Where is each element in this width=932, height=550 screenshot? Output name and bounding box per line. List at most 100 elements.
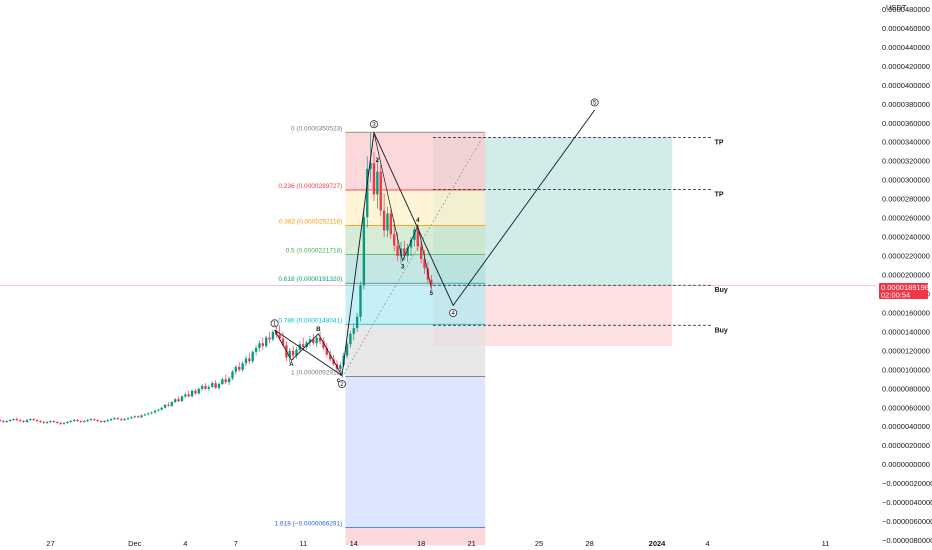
price-tick-label: −0.0000040000 <box>882 498 932 507</box>
candle-body <box>49 421 52 422</box>
fib-band-4 <box>345 283 486 325</box>
trade-levels[interactable]: TP TP Buy Buy <box>0 137 876 335</box>
abc-correction-path <box>274 329 343 376</box>
candle-body <box>62 422 66 424</box>
price-tick-label: 0.0000080000 <box>882 384 930 393</box>
candle-body <box>197 388 200 394</box>
candle-body <box>140 415 143 418</box>
fibonacci-retracement[interactable]: 0 (0.0000350523) 0.236 (0.0000289727) 0.38… <box>275 125 486 546</box>
price-tick-label: 0.0000340000 <box>882 138 930 147</box>
candle-body <box>308 339 312 343</box>
candle-body <box>66 421 69 423</box>
candle-body <box>382 210 386 231</box>
candle-body <box>89 419 93 421</box>
candle-body <box>12 419 15 421</box>
candle-body <box>291 350 295 356</box>
fib-level-label: 1.618 (−0.0000066291) <box>275 521 343 528</box>
time-tick-label: Dec <box>128 539 142 548</box>
candle-body <box>271 331 275 340</box>
candle-body <box>204 385 207 389</box>
candle-body <box>25 420 29 422</box>
candle-body <box>5 421 8 422</box>
candle-body <box>0 420 2 422</box>
candle-body <box>143 414 147 416</box>
candle-body <box>45 421 49 423</box>
candle-body <box>113 418 116 420</box>
wave-marker-label: 4 <box>451 311 455 317</box>
candle-body <box>79 421 83 422</box>
time-tick-label: 11 <box>822 539 830 548</box>
price-tick-label: 0.0000460000 <box>882 24 930 33</box>
subwave-label: 5 <box>430 291 434 297</box>
candle-body <box>42 421 45 423</box>
fib-band-6 <box>345 376 486 528</box>
candle-body <box>200 385 204 389</box>
candle-body <box>69 421 72 422</box>
time-tick-label: 18 <box>417 539 425 548</box>
candle-body <box>305 342 308 348</box>
candle-body <box>406 247 409 257</box>
price-tick-label: 0.0000480000 <box>882 5 930 14</box>
candle-body <box>349 333 352 345</box>
candle-body <box>163 404 167 408</box>
candle-body <box>184 394 187 397</box>
price-tick-label: 0.0000020000 <box>882 441 930 450</box>
candle-body <box>372 163 376 195</box>
price-tick-label: 0.0000300000 <box>882 176 930 185</box>
candle-body <box>32 419 35 421</box>
candle-body <box>295 349 298 356</box>
price-tick-label: 0.0000440000 <box>882 43 930 52</box>
last-price-tag: 0.0000189196 02:00:54 <box>879 283 929 300</box>
candle-body <box>302 344 305 348</box>
price-tick-label: 0.0000400000 <box>882 81 930 90</box>
price-tick-label: 0.0000260000 <box>882 214 930 223</box>
candle-body <box>214 383 217 388</box>
candle-body <box>393 234 396 246</box>
time-tick-label: 4 <box>183 539 187 548</box>
price-tick-label: 0.0000060000 <box>882 403 930 412</box>
time-tick-label: 27 <box>46 539 54 548</box>
fib-level-label: 0.618 (0.0000191320) <box>278 276 342 283</box>
candle-body <box>106 420 109 422</box>
candle-body <box>318 337 322 342</box>
wave-marker-label: 3 <box>372 122 376 128</box>
candle-body <box>264 337 268 347</box>
candle-body <box>261 343 264 347</box>
currency-label: USDT <box>886 3 907 12</box>
candle-body <box>15 419 19 421</box>
price-tick-label: 0.0000120000 <box>882 346 930 355</box>
candle-body <box>416 229 419 247</box>
candle-body <box>130 417 133 419</box>
price-tick-label: 0.0000320000 <box>882 157 930 166</box>
price-tick-label: 0.0000220000 <box>882 252 930 261</box>
candle-body <box>238 366 241 370</box>
candle-body <box>126 418 130 420</box>
time-tick-label: 21 <box>468 539 476 548</box>
candle-body <box>268 337 271 340</box>
candle-body <box>177 399 180 402</box>
price-tick-label: 0.0000000000 <box>882 460 930 469</box>
level-label-buy: Buy <box>715 287 728 294</box>
wave-marker-circle <box>370 120 378 129</box>
candle-body <box>187 394 190 397</box>
time-tick-label: 4 <box>705 539 709 548</box>
candle-body <box>332 359 335 365</box>
candle-body <box>352 328 355 334</box>
fib-level-label: 1 (0.0000092912) <box>291 370 342 377</box>
fib-band-1 <box>345 189 486 226</box>
candle-body <box>120 419 123 421</box>
price-axis[interactable]: USDT 0.0000480000 0.0000460000 0.000044000… <box>882 3 932 545</box>
candle-body <box>29 419 32 421</box>
candle-body <box>430 279 433 286</box>
candle-body <box>2 421 5 422</box>
subwave-label: B <box>316 327 321 333</box>
candle-body <box>110 419 113 421</box>
time-tick-label: 7 <box>234 539 238 548</box>
price-tick-label: 0.0000040000 <box>882 422 930 431</box>
time-axis[interactable]: 27 Dec 4 7 11 14 18 21 25 28 2024 4 11 <box>46 539 829 548</box>
candle-body <box>217 384 221 388</box>
candle-body <box>322 341 325 349</box>
price-tick-label: 0.0000160000 <box>882 308 930 317</box>
